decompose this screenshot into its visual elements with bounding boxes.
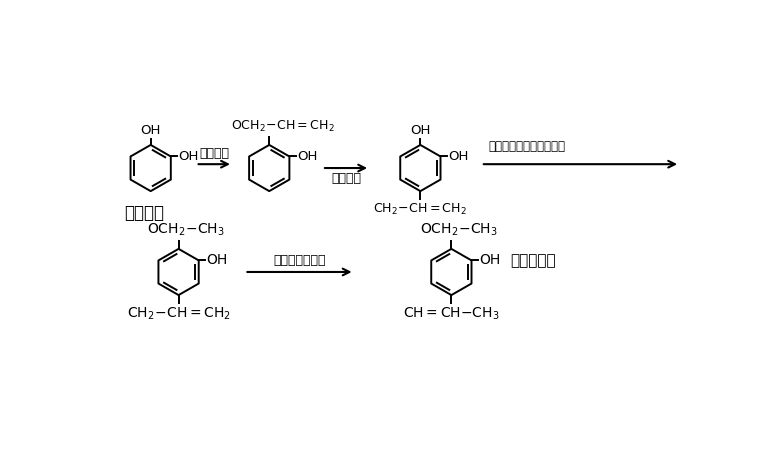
Text: OH: OH bbox=[410, 124, 430, 137]
Text: CH$_2\!-\!$CH$=$CH$_2$: CH$_2\!-\!$CH$=$CH$_2$ bbox=[373, 202, 468, 217]
Text: OH: OH bbox=[297, 150, 317, 163]
Text: OH: OH bbox=[449, 150, 468, 163]
Text: OCH$_2\!-\!$CH$_3$: OCH$_2\!-\!$CH$_3$ bbox=[420, 222, 498, 238]
Text: 氮氧化钒异构化: 氮氧化钒异构化 bbox=[273, 254, 326, 267]
Text: OCH$_2\!-\!$CH$_3$: OCH$_2\!-\!$CH$_3$ bbox=[147, 222, 225, 238]
Text: 单烷基化: 单烷基化 bbox=[199, 147, 229, 160]
Text: 浓馥香兰素: 浓馥香兰素 bbox=[510, 253, 556, 268]
Text: CH$_2\!-\!$CH$=$CH$_2$: CH$_2\!-\!$CH$=$CH$_2$ bbox=[127, 306, 231, 322]
Text: OH: OH bbox=[206, 254, 228, 267]
Text: OH: OH bbox=[178, 150, 199, 163]
Text: 重排反应: 重排反应 bbox=[331, 172, 361, 185]
Text: OH: OH bbox=[479, 254, 500, 267]
Text: OH: OH bbox=[140, 124, 161, 137]
Text: 邻苯二酚: 邻苯二酚 bbox=[124, 204, 165, 222]
Text: CH$=$CH$-$CH$_3$: CH$=$CH$-$CH$_3$ bbox=[403, 306, 499, 322]
Text: 乙基硫酸钓进行单乙基化: 乙基硫酸钓进行单乙基化 bbox=[489, 140, 565, 154]
Text: OCH$_2\!-\!$CH$=$CH$_2$: OCH$_2\!-\!$CH$=$CH$_2$ bbox=[231, 119, 335, 134]
